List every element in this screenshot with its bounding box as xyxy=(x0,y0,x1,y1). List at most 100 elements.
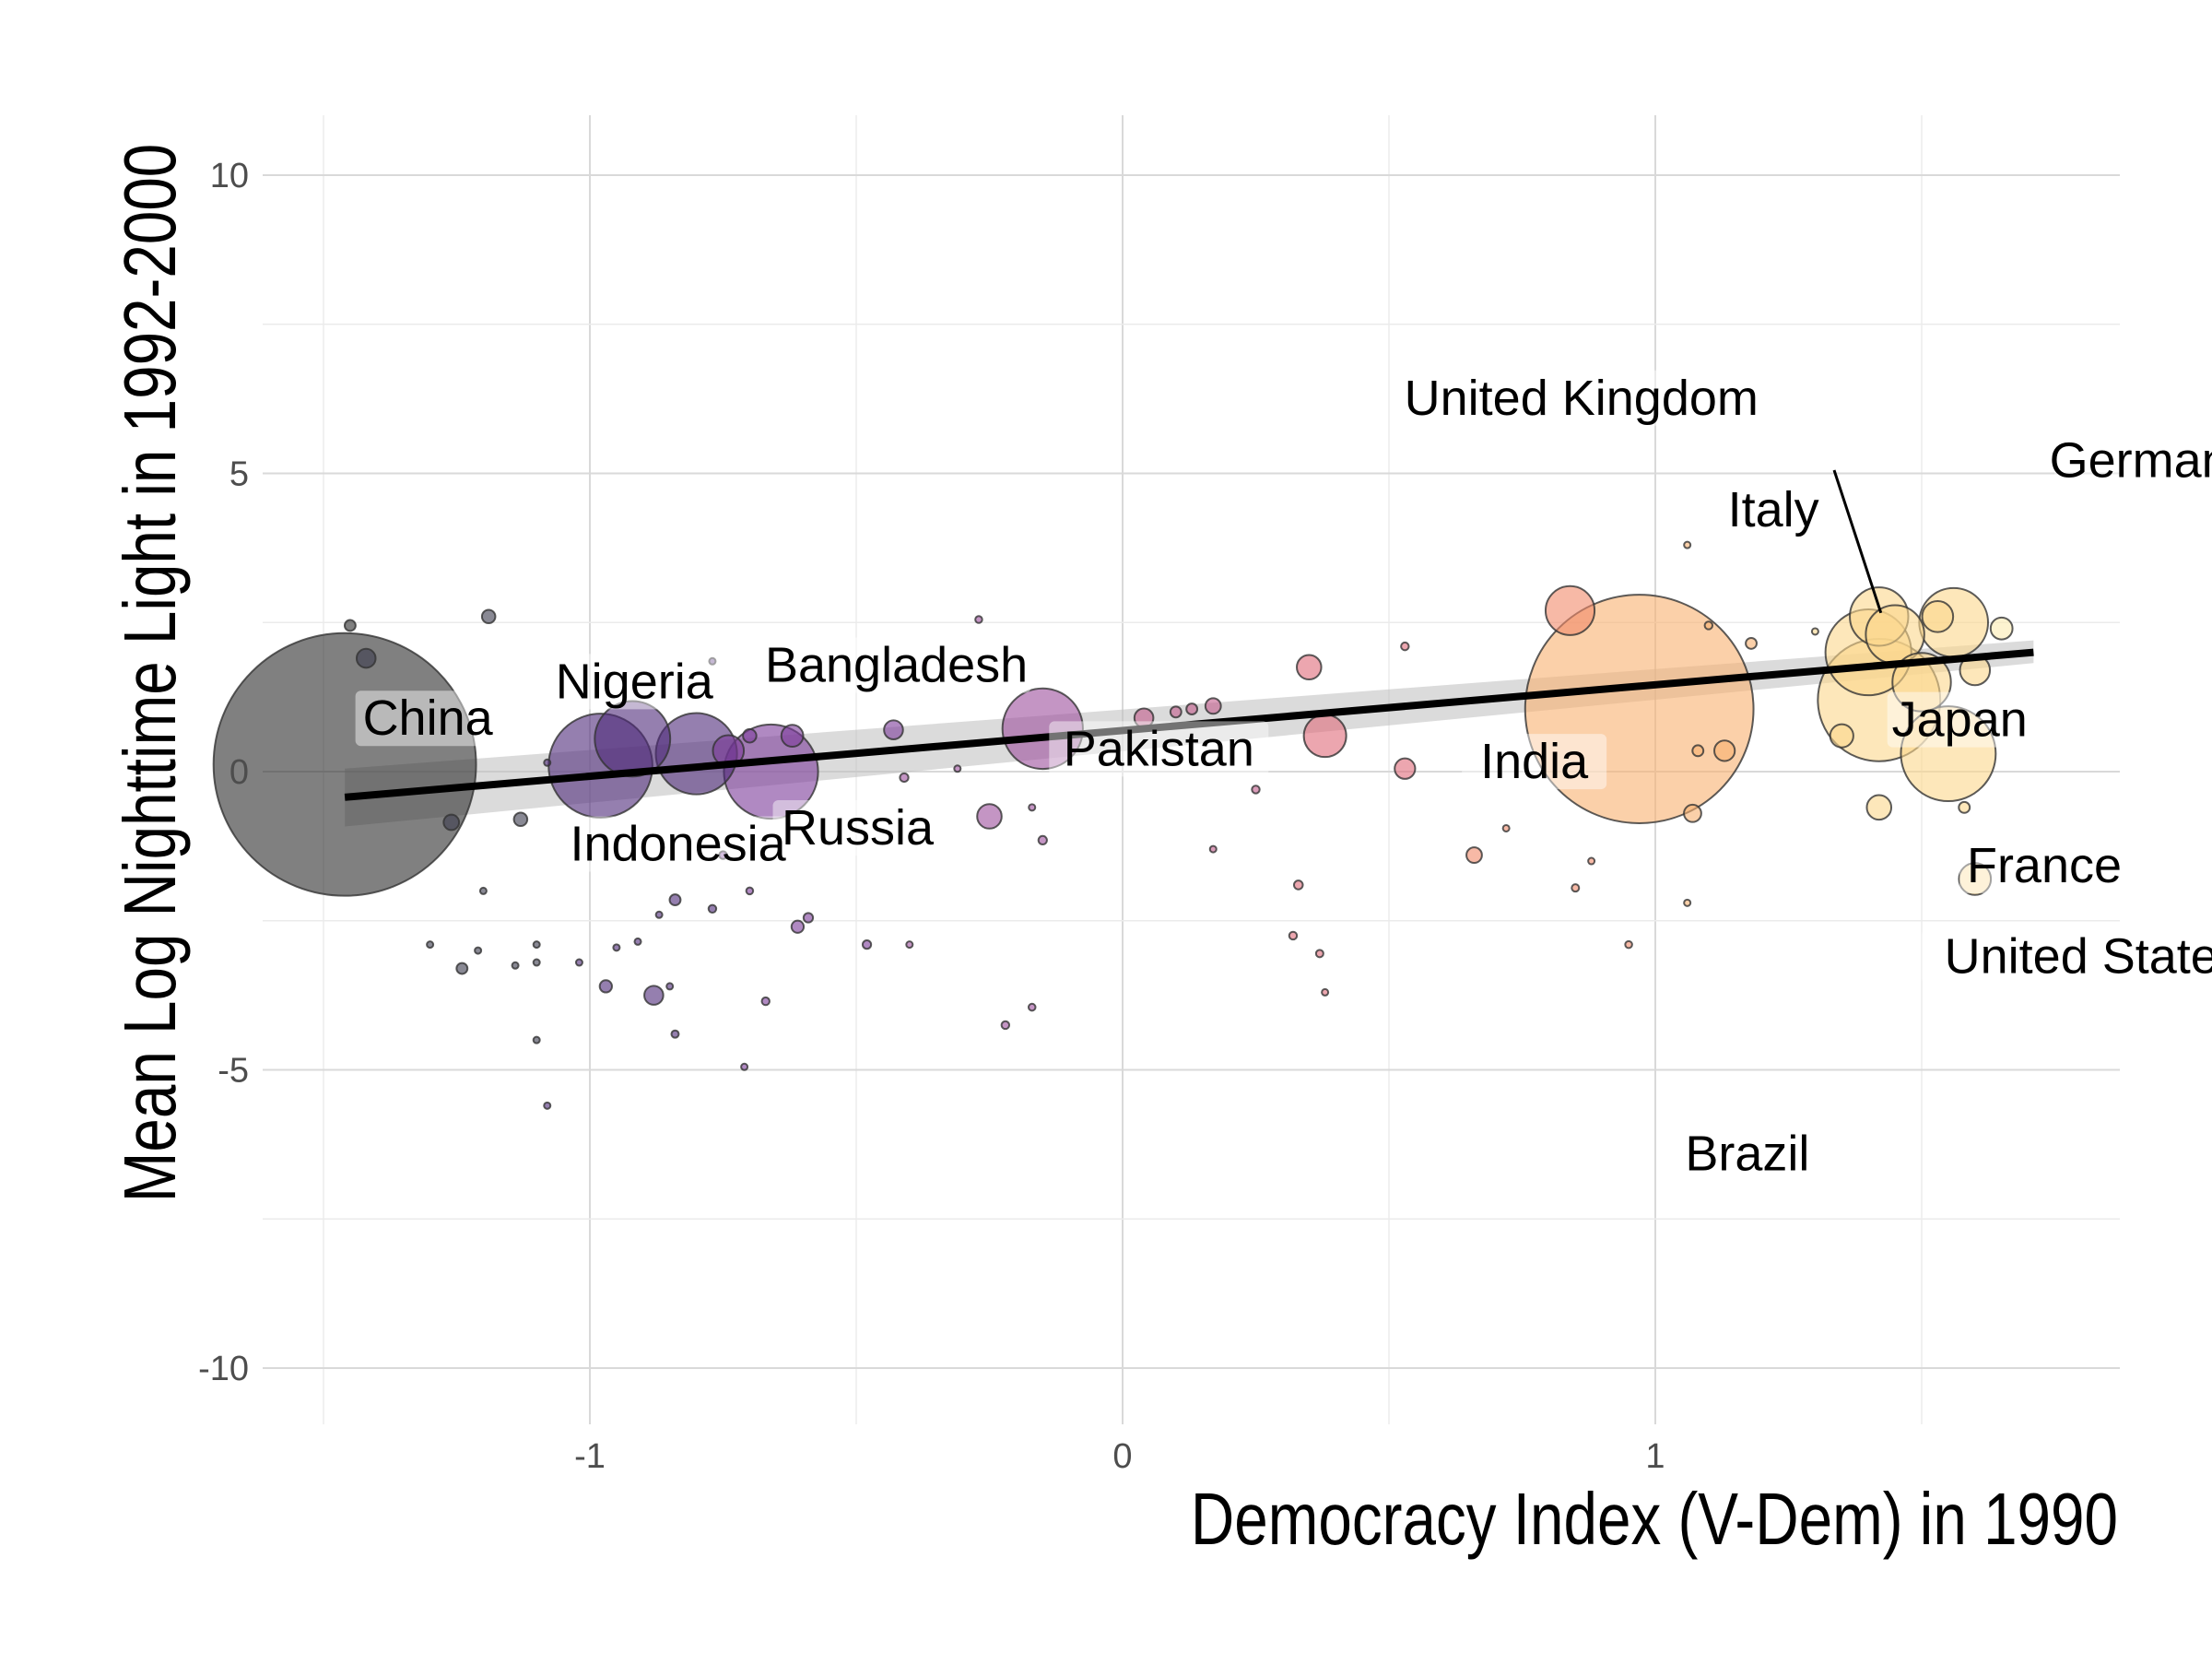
data-point xyxy=(1321,987,1330,997)
country-label-france: France xyxy=(1967,838,2122,893)
data-point xyxy=(512,811,529,828)
data-point xyxy=(426,940,435,950)
data-point xyxy=(474,946,483,955)
country-label-indonesia: Indonesia xyxy=(570,817,786,872)
data-point xyxy=(643,985,665,1006)
data-point xyxy=(802,912,815,924)
data-point-pakistan xyxy=(1001,687,1084,771)
country-label-box xyxy=(1700,482,1846,538)
data-point xyxy=(1691,744,1705,758)
data-point xyxy=(480,608,497,625)
x-tick-label: 1 xyxy=(1645,1437,1665,1476)
y-tick-label: -10 xyxy=(198,1350,249,1388)
data-point xyxy=(1185,702,1199,716)
country-label-bangladesh: Bangladesh xyxy=(765,638,1028,693)
data-point xyxy=(1683,898,1692,907)
country-label-box xyxy=(2054,432,2212,489)
data-point xyxy=(574,958,583,967)
data-point xyxy=(905,940,914,950)
data-point xyxy=(1000,1020,1011,1031)
country-label-box xyxy=(1887,691,2032,748)
country-label-box xyxy=(772,800,943,856)
country-label-box xyxy=(1049,721,1269,777)
data-point xyxy=(1703,620,1714,631)
country-label-united-kingdom: United Kingdom xyxy=(1405,371,1759,426)
data-point xyxy=(442,813,461,832)
data-point xyxy=(1292,879,1304,891)
data-point xyxy=(543,758,552,767)
data-point xyxy=(1921,599,1955,633)
data-point-brazil xyxy=(1900,705,1997,803)
data-point xyxy=(478,886,488,895)
y-tick-label: 0 xyxy=(229,753,249,792)
label-text-group: China Nigeria Indonesia Bangladesh Russia Pak… xyxy=(363,371,2212,1182)
data-point xyxy=(1501,823,1511,832)
x-tick-label: -1 xyxy=(574,1437,606,1476)
country-label-china: China xyxy=(363,690,494,746)
country-labels: China Nigeria Indonesia Bangladesh Russia Pak… xyxy=(355,370,2212,1182)
data-point xyxy=(1027,1002,1037,1012)
data-point xyxy=(899,772,910,784)
data-point xyxy=(598,979,613,994)
country-label-box xyxy=(536,654,732,710)
country-label-pakistan: Pakistan xyxy=(1064,721,1254,776)
country-label-brazil: Brazil xyxy=(1685,1127,1809,1182)
data-point xyxy=(532,958,541,967)
data-point xyxy=(455,962,469,975)
y-tick-label: 10 xyxy=(210,157,249,195)
data-point xyxy=(780,724,805,749)
trend-line-group xyxy=(344,648,2034,801)
data-point xyxy=(1314,949,1324,959)
data-point xyxy=(668,893,682,907)
data-point xyxy=(1465,846,1483,864)
data-point xyxy=(543,1101,552,1110)
data-point-france xyxy=(1891,652,1952,713)
data-point xyxy=(1624,939,1633,950)
data-point xyxy=(1169,705,1182,719)
country-label-russia: Russia xyxy=(782,800,935,856)
data-point xyxy=(1571,883,1581,893)
country-label-united-states: United States xyxy=(1945,928,2212,984)
data-point xyxy=(532,940,541,950)
data-point-nigeria xyxy=(594,700,672,778)
data-point xyxy=(707,903,718,915)
data-point xyxy=(953,764,962,773)
y-tick-label: 5 xyxy=(229,455,249,494)
data-point xyxy=(1989,616,2014,641)
data-point xyxy=(861,939,873,950)
data-point xyxy=(883,719,904,740)
trend-line xyxy=(344,648,2034,801)
country-label-germany: Germany xyxy=(2050,432,2212,488)
country-label-italy: Italy xyxy=(1728,482,1819,537)
country-label-box xyxy=(1959,837,2129,893)
data-point xyxy=(708,656,717,666)
data-point xyxy=(511,961,520,970)
x-tick-label: 0 xyxy=(1112,1437,1132,1476)
data-point-india xyxy=(1524,594,1755,824)
data-point xyxy=(1958,800,1971,814)
data-point xyxy=(742,727,758,744)
data-point xyxy=(740,1062,749,1071)
data-point xyxy=(654,910,664,919)
data-point xyxy=(1251,785,1261,795)
y-axis-title: Mean Log Nighttime Light in 1992-2000 xyxy=(109,144,192,1203)
label-box-group xyxy=(355,370,2212,1182)
label-leader-line xyxy=(1832,469,1883,614)
data-point xyxy=(1204,697,1222,715)
data-point xyxy=(1400,641,1410,652)
country-label-nigeria: Nigeria xyxy=(556,654,714,709)
data-point xyxy=(1829,723,1854,749)
data-point xyxy=(633,937,642,946)
data-point xyxy=(1958,862,1993,896)
data-point xyxy=(976,803,1003,830)
data-point xyxy=(1544,584,1596,636)
country-label-box xyxy=(1662,1126,1832,1182)
data-point xyxy=(1587,856,1596,866)
data-point xyxy=(1683,803,1702,823)
data-point xyxy=(1713,739,1736,762)
data-point xyxy=(532,1035,541,1044)
data-point xyxy=(1296,654,1323,681)
country-label-box xyxy=(556,816,801,872)
